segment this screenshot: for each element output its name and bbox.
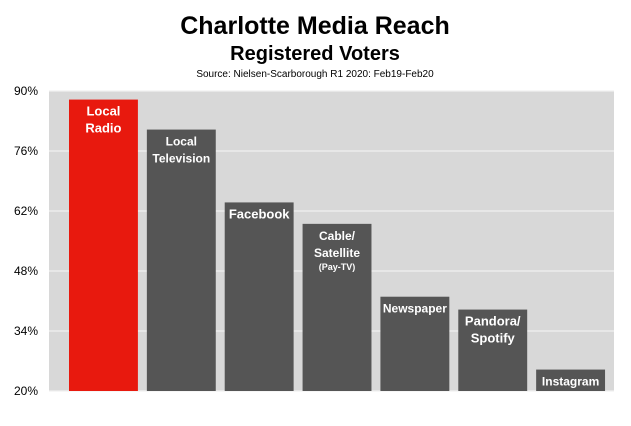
bar-label: Local: [166, 135, 197, 149]
chart-title: Charlotte Media Reach: [180, 12, 450, 40]
bar-label: Television: [152, 152, 210, 166]
bar-label: Facebook: [229, 206, 290, 221]
bar-label: Instagram: [542, 375, 599, 389]
bar-labels: Local Radio Local Television Facebook Cable/S…: [85, 104, 599, 389]
y-tick-label: 62%: [14, 204, 38, 218]
chart-subtitle: Registered Voters: [230, 43, 400, 65]
bar-label: Pandora/: [465, 314, 521, 329]
bar-sublabel: (Pay-TV): [319, 262, 356, 272]
bar-label: Radio: [85, 121, 121, 136]
bar-label: Satellite: [314, 246, 360, 260]
bar: [302, 223, 372, 391]
y-tick-label: 90%: [14, 84, 38, 98]
bar: [380, 296, 450, 391]
y-tick-label: 48%: [14, 264, 38, 278]
bar-label: Spotify: [471, 331, 516, 346]
bar: [224, 202, 294, 391]
y-tick-label: 20%: [14, 384, 38, 398]
bar-label: Local: [86, 104, 120, 119]
bar: [69, 99, 138, 392]
bar-label: Newspaper: [383, 302, 447, 316]
bar-label: Cable/: [319, 229, 356, 243]
bar: [146, 129, 216, 392]
bar: [458, 309, 528, 391]
bar: [536, 369, 606, 391]
y-axis-ticks: 20% 34% 48% 62% 76% 90%: [14, 84, 38, 398]
chart-source: Source: Nielsen-Scarborough R1 2020: Feb…: [196, 69, 434, 80]
bars: [69, 99, 606, 392]
y-tick-label: 76%: [14, 144, 38, 158]
y-tick-label: 34%: [14, 324, 38, 338]
